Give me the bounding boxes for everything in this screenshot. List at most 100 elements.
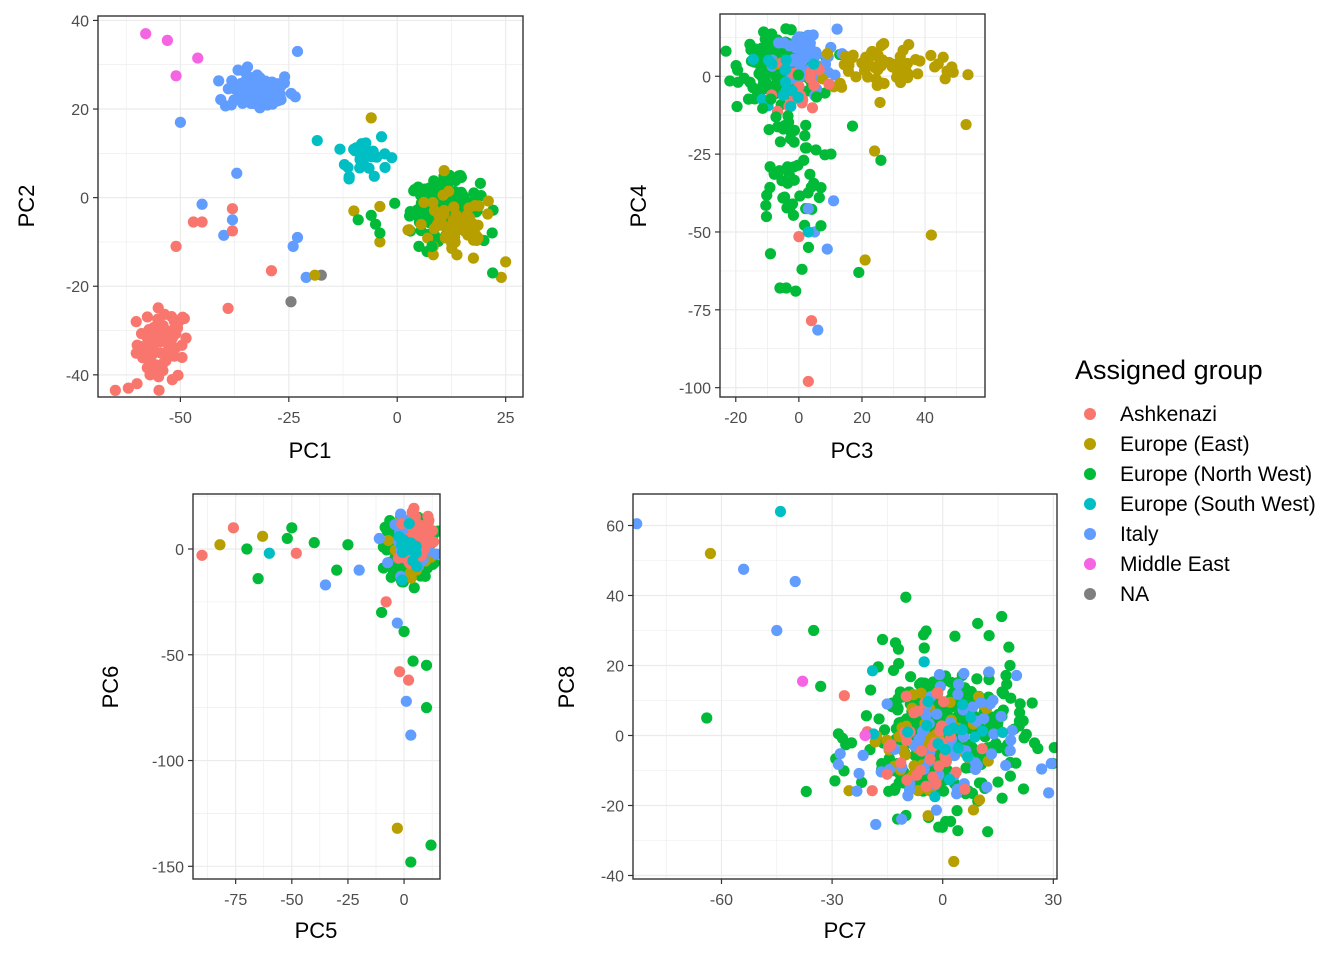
- x-tick-label: -25: [277, 410, 300, 427]
- point-italy: [236, 97, 249, 109]
- x-tick-label: -75: [224, 892, 247, 909]
- point-ashkenazi: [422, 510, 434, 522]
- y-tick-label: 0: [80, 191, 89, 208]
- point-europe-east: [939, 73, 951, 85]
- point-europe-north-west: [1028, 737, 1041, 749]
- point-europe-east: [883, 56, 895, 69]
- point-italy: [213, 75, 225, 87]
- point-italy: [933, 669, 946, 681]
- point-europe-east: [451, 249, 463, 261]
- point-europe-south-west: [902, 726, 914, 738]
- point-italy: [958, 667, 970, 680]
- point-europe-north-west: [810, 144, 822, 156]
- point-europe-north-west: [486, 227, 498, 239]
- point-europe-east: [427, 196, 439, 209]
- point-europe-north-west: [764, 248, 777, 260]
- point-europe-north-west: [365, 209, 377, 221]
- legend-label: Italy: [1120, 523, 1159, 546]
- x-tick-label: 20: [853, 410, 871, 427]
- point-ashkenazi: [122, 382, 134, 394]
- point-ashkenazi: [227, 522, 240, 534]
- point-italy: [851, 785, 863, 797]
- point-italy: [829, 69, 841, 81]
- point-italy: [821, 243, 833, 255]
- point-europe-south-west: [965, 711, 977, 723]
- point-italy: [174, 116, 186, 128]
- legend-label: NA: [1120, 583, 1149, 606]
- panel-pc5-pc6: -75 -50 -25 0 -150 -100 -50 0 PC5 PC6: [98, 493, 441, 943]
- point-europe-east: [428, 223, 440, 235]
- point-italy: [985, 748, 998, 760]
- point-ashkenazi: [169, 342, 181, 354]
- point-italy: [633, 518, 643, 530]
- point-italy: [373, 532, 385, 545]
- point-europe-east: [427, 249, 439, 261]
- point-europe-north-west: [389, 197, 401, 209]
- point-europe-north-west: [765, 93, 777, 105]
- x-axis-title: PC1: [289, 438, 332, 463]
- point-ashkenazi: [146, 339, 159, 351]
- point-europe-north-west: [799, 130, 811, 142]
- grid: [98, 16, 523, 397]
- point-italy: [237, 82, 249, 94]
- point-europe-south-west: [311, 134, 323, 147]
- point-italy: [931, 708, 943, 720]
- point-italy: [930, 804, 942, 816]
- x-axis-title: PC7: [824, 918, 867, 943]
- point-europe-north-west: [738, 72, 750, 84]
- point-europe-north-west: [996, 686, 1008, 698]
- point-europe-north-west: [758, 26, 770, 38]
- point-ashkenazi: [950, 766, 962, 778]
- panel-border: [97, 15, 524, 398]
- point-europe-east: [948, 855, 960, 868]
- axes: -20 0 20 40 -100 -75 -50 -25 0: [679, 69, 934, 427]
- point-europe-north-west: [1000, 669, 1012, 682]
- points: [196, 502, 440, 868]
- point-italy: [231, 167, 243, 179]
- point-ashkenazi: [196, 549, 208, 561]
- point-europe-north-west: [983, 629, 995, 642]
- point-europe-north-west: [252, 573, 264, 585]
- legend-title: Assigned group: [1075, 355, 1263, 385]
- point-na: [285, 296, 297, 308]
- point-europe-north-west: [785, 133, 797, 145]
- x-tick-label: 40: [916, 410, 934, 427]
- point-europe-north-west: [883, 785, 895, 797]
- point-europe-south-west: [780, 54, 792, 66]
- point-europe-north-west: [785, 24, 797, 36]
- point-europe-north-west: [832, 728, 845, 740]
- point-europe-north-west: [757, 102, 769, 114]
- point-italy: [1036, 763, 1048, 775]
- y-tick-label: -25: [688, 147, 711, 164]
- y-axis-title: PC4: [626, 185, 651, 228]
- x-tick-label: 0: [794, 410, 803, 427]
- point-europe-south-west: [918, 656, 930, 668]
- point-europe-south-west: [780, 63, 792, 75]
- legend-key: [1084, 588, 1096, 600]
- point-europe-east: [437, 189, 449, 201]
- point-europe-east: [922, 810, 934, 822]
- point-italy: [1004, 745, 1016, 757]
- point-europe-north-west: [369, 218, 382, 230]
- point-europe-north-west: [420, 702, 433, 714]
- point-europe-east: [418, 196, 430, 209]
- y-tick-label: -50: [161, 648, 184, 665]
- point-ashkenazi: [166, 324, 178, 337]
- point-europe-north-west: [425, 839, 437, 851]
- point-italy: [834, 748, 846, 760]
- point-ashkenazi: [222, 302, 234, 314]
- legend-key: [1084, 558, 1096, 570]
- point-europe-north-west: [1004, 659, 1016, 672]
- y-axis-title: PC8: [554, 666, 579, 709]
- point-europe-south-west: [354, 162, 366, 174]
- point-europe-north-west: [996, 610, 1008, 623]
- point-europe-south-west: [929, 791, 941, 803]
- point-europe-north-west: [801, 142, 813, 154]
- point-europe-east: [875, 77, 887, 89]
- point-europe-south-west: [368, 170, 380, 182]
- point-europe-south-west: [747, 53, 759, 65]
- point-italy: [831, 23, 843, 35]
- point-ashkenazi: [931, 686, 944, 699]
- point-europe-south-west: [969, 731, 981, 743]
- point-italy: [812, 324, 824, 336]
